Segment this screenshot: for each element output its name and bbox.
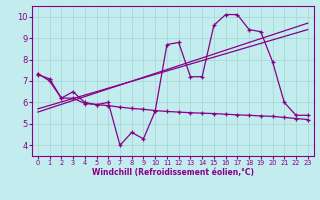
X-axis label: Windchill (Refroidissement éolien,°C): Windchill (Refroidissement éolien,°C) [92, 168, 254, 177]
